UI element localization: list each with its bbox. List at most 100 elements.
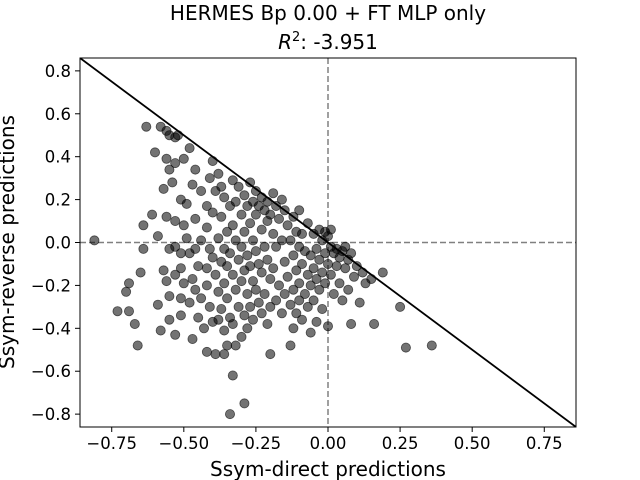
data-point-208 (320, 278, 331, 289)
data-point-237 (395, 301, 406, 312)
data-point-8 (138, 220, 149, 231)
data-point-159 (273, 213, 284, 224)
data-point-81 (216, 181, 227, 192)
data-point-156 (271, 200, 282, 211)
data-point-178 (291, 308, 302, 319)
data-point-160 (273, 280, 284, 291)
data-point-0 (89, 235, 100, 246)
data-point-187 (299, 288, 310, 299)
data-point-39 (175, 293, 186, 304)
data-point-163 (276, 308, 287, 319)
data-point-88 (219, 325, 230, 336)
data-point-24 (164, 164, 175, 175)
data-point-136 (253, 258, 264, 269)
data-point-76 (210, 349, 221, 360)
data-point-33 (170, 269, 181, 280)
y-tick-label-3: −0.2 (31, 276, 71, 295)
data-point-77 (213, 168, 224, 179)
data-point-66 (201, 346, 212, 357)
data-point-227 (346, 318, 357, 329)
data-point-82 (216, 211, 227, 222)
data-point-133 (250, 246, 261, 257)
data-point-191 (305, 250, 316, 261)
data-point-118 (239, 398, 250, 409)
x-tick-label-6: 0.75 (526, 434, 563, 453)
y-tick-label-6: 0.4 (45, 148, 71, 167)
plot-area (79, 57, 577, 428)
data-point-101 (227, 318, 238, 329)
data-point-108 (233, 254, 244, 265)
data-point-27 (164, 314, 175, 325)
data-point-228 (346, 248, 357, 259)
chart-subtitle-r2: R2: -3.951 (278, 30, 378, 54)
data-point-152 (265, 349, 276, 360)
data-point-102 (227, 370, 238, 381)
x-tick-label-4: 0.25 (382, 434, 419, 453)
data-point-64 (201, 263, 212, 274)
data-point-196 (308, 295, 319, 306)
data-point-231 (354, 297, 365, 308)
data-point-148 (262, 318, 273, 329)
data-point-222 (337, 295, 348, 306)
data-point-134 (250, 284, 261, 295)
data-point-239 (426, 340, 437, 351)
y-tick-label-7: 0.6 (45, 105, 71, 124)
data-point-111 (236, 241, 247, 252)
data-point-109 (233, 301, 244, 312)
data-point-214 (325, 269, 336, 280)
data-point-80 (213, 314, 224, 325)
y-tick-label-2: −0.4 (31, 319, 71, 338)
data-point-181 (294, 278, 305, 289)
data-point-45 (181, 233, 192, 244)
data-point-151 (265, 301, 276, 312)
data-point-115 (239, 226, 250, 237)
data-point-165 (279, 256, 290, 267)
data-point-216 (328, 288, 339, 299)
data-point-210 (322, 258, 333, 269)
data-point-61 (198, 323, 209, 334)
data-point-11 (147, 209, 158, 220)
data-point-192 (305, 280, 316, 291)
data-point-40 (175, 310, 186, 321)
data-point-170 (285, 299, 296, 310)
y-tick-label-0: −0.8 (31, 405, 71, 424)
data-point-44 (181, 198, 192, 209)
data-point-158 (271, 295, 282, 306)
data-point-91 (222, 261, 233, 272)
data-point-7 (135, 267, 146, 278)
chart-title: HERMES Bp 0.00 + FT MLP only (170, 1, 486, 25)
r2-value: : -3.951 (300, 30, 378, 54)
x-axis-label: Ssym-direct predictions (210, 457, 446, 480)
data-point-162 (276, 235, 287, 246)
data-point-104 (230, 235, 241, 246)
data-point-84 (216, 303, 227, 314)
data-point-229 (348, 271, 359, 282)
data-point-107 (233, 181, 244, 192)
data-point-4 (124, 306, 135, 317)
data-point-140 (256, 267, 267, 278)
x-tick-label-5: 0.50 (454, 434, 491, 453)
data-point-60 (196, 293, 207, 304)
data-point-78 (213, 233, 224, 244)
data-point-12 (149, 147, 160, 158)
data-point-34 (170, 329, 181, 340)
data-point-46 (184, 143, 195, 154)
data-point-175 (288, 323, 299, 334)
y-axis: −0.8 −0.6 −0.4 −0.2 0.0 0.2 0.4 0.6 0.8 (31, 62, 80, 424)
data-point-9 (138, 243, 149, 254)
data-point-63 (201, 222, 212, 233)
data-point-5 (129, 318, 140, 329)
data-point-173 (288, 250, 299, 261)
data-point-32 (170, 241, 181, 252)
data-point-236 (377, 267, 388, 278)
data-point-201 (314, 254, 325, 265)
data-point-113 (236, 331, 247, 342)
data-point-53 (190, 213, 201, 224)
data-point-85 (219, 192, 230, 203)
data-point-18 (158, 183, 169, 194)
data-point-41 (178, 153, 189, 164)
data-point-132 (250, 209, 261, 220)
data-point-57 (193, 312, 204, 323)
data-point-202 (314, 284, 325, 295)
